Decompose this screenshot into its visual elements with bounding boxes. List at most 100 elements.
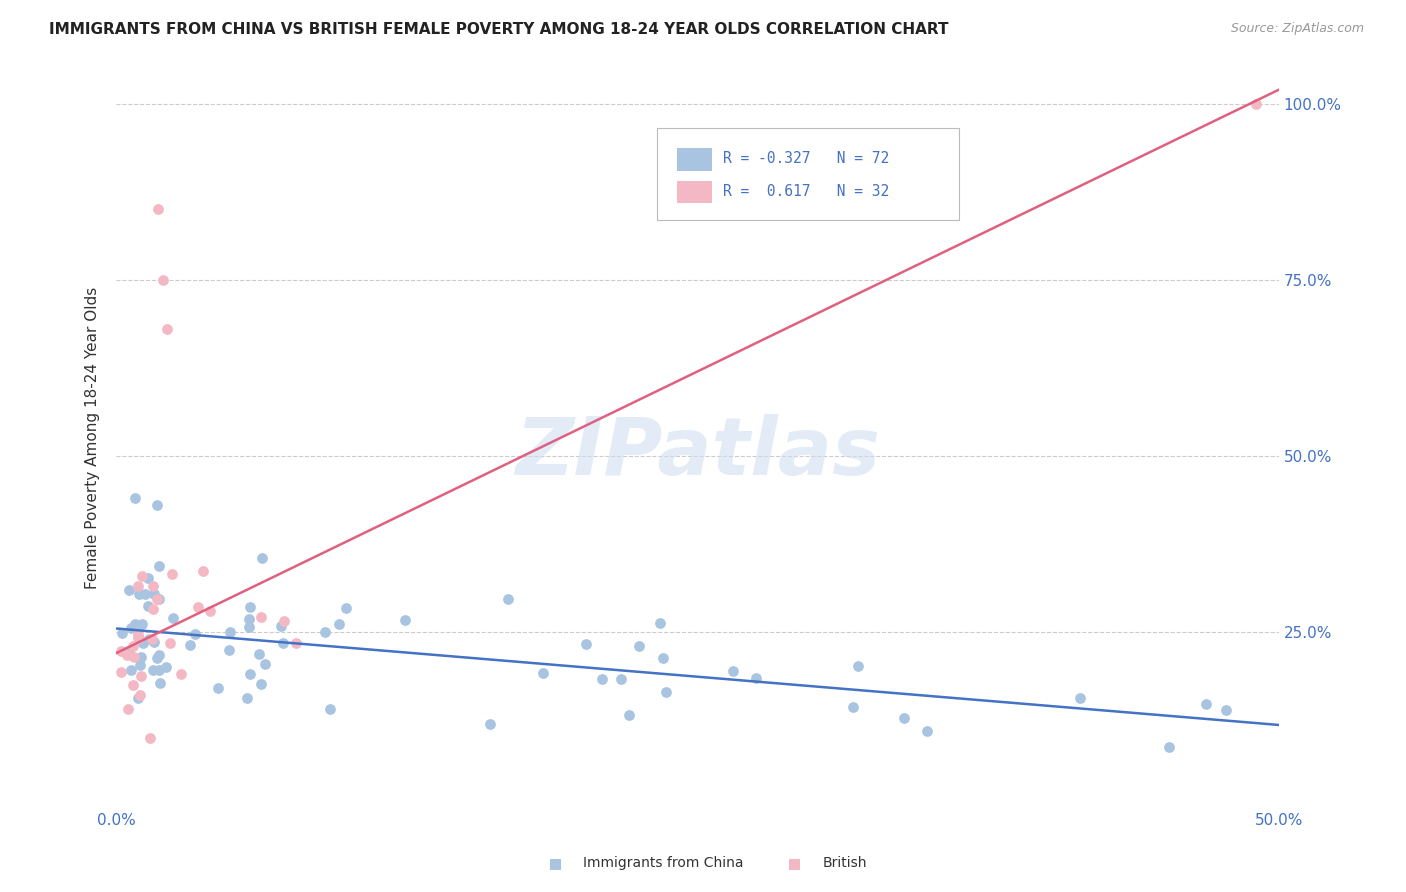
Point: [146, 498, 169, 512]
Point: [628, 639, 651, 653]
Point: [122, 649, 145, 664]
Point: [134, 587, 156, 601]
Point: [132, 636, 155, 650]
Bar: [676, 148, 711, 170]
Point: [128, 587, 150, 601]
Point: [575, 637, 598, 651]
Point: [238, 620, 260, 634]
Point: [250, 551, 273, 566]
Point: [198, 604, 221, 618]
Y-axis label: Female Poverty Among 18-24 Year Olds: Female Poverty Among 18-24 Year Olds: [86, 287, 100, 590]
Point: [110, 665, 132, 680]
Point: [1244, 96, 1267, 111]
Point: [319, 702, 342, 716]
Point: [125, 618, 148, 632]
Point: [335, 601, 357, 615]
Text: British: British: [823, 856, 868, 871]
Point: [120, 621, 142, 635]
Text: ZIPatlas: ZIPatlas: [515, 414, 880, 492]
Point: [136, 572, 159, 586]
Text: R =  0.617   N = 32: R = 0.617 N = 32: [723, 184, 890, 199]
Point: [148, 648, 170, 663]
Point: [136, 599, 159, 613]
Point: [479, 716, 502, 731]
Point: [285, 636, 308, 650]
Point: [148, 592, 170, 607]
Point: [124, 617, 146, 632]
Point: [253, 657, 276, 672]
Point: [841, 700, 863, 714]
Point: [249, 610, 271, 624]
Point: [142, 602, 165, 616]
Point: [239, 599, 262, 614]
Point: [110, 643, 132, 657]
Point: [394, 613, 416, 627]
Text: ▪: ▪: [787, 854, 801, 873]
Point: [138, 632, 160, 646]
Point: [160, 566, 183, 581]
Point: [1194, 697, 1216, 711]
Point: [218, 643, 240, 657]
Point: [127, 690, 149, 705]
Point: [238, 612, 260, 626]
Point: [207, 681, 229, 695]
Point: [496, 591, 519, 606]
Point: [131, 568, 153, 582]
Point: [117, 702, 139, 716]
Point: [170, 666, 193, 681]
Point: [848, 659, 870, 673]
Point: [235, 691, 257, 706]
Point: [149, 676, 172, 690]
Point: [273, 614, 295, 628]
Point: [238, 667, 260, 681]
Point: [249, 676, 271, 690]
Point: [122, 678, 145, 692]
Point: [141, 632, 163, 646]
Point: [531, 665, 554, 680]
Point: [1069, 691, 1091, 706]
Point: [1157, 740, 1180, 755]
Point: [129, 658, 152, 673]
Point: [122, 639, 145, 653]
Point: [138, 731, 160, 745]
Point: [648, 615, 671, 630]
Point: [129, 650, 152, 665]
Point: [146, 651, 169, 665]
Point: [721, 664, 744, 678]
Point: [115, 648, 138, 662]
Text: ▪: ▪: [548, 854, 562, 873]
Point: [142, 579, 165, 593]
Point: [152, 273, 174, 287]
Point: [915, 723, 938, 738]
Point: [328, 617, 350, 632]
Point: [117, 644, 139, 658]
Point: [155, 660, 177, 674]
Point: [156, 322, 179, 336]
Point: [218, 625, 240, 640]
Point: [159, 636, 181, 650]
Point: [610, 672, 633, 686]
Text: IMMIGRANTS FROM CHINA VS BRITISH FEMALE POVERTY AMONG 18-24 YEAR OLDS CORRELATIO: IMMIGRANTS FROM CHINA VS BRITISH FEMALE …: [49, 22, 949, 37]
Point: [127, 579, 149, 593]
Text: Source: ZipAtlas.com: Source: ZipAtlas.com: [1230, 22, 1364, 36]
Point: [162, 611, 184, 625]
Point: [247, 647, 270, 661]
Point: [128, 689, 150, 703]
Point: [127, 631, 149, 645]
Point: [127, 628, 149, 642]
Text: R = -0.327   N = 72: R = -0.327 N = 72: [723, 152, 890, 166]
Point: [143, 634, 166, 648]
Point: [111, 626, 134, 640]
Point: [745, 671, 768, 685]
Bar: [676, 181, 711, 203]
Point: [183, 627, 205, 641]
FancyBboxPatch shape: [657, 128, 959, 220]
Point: [148, 558, 170, 573]
Point: [1215, 703, 1237, 717]
Point: [187, 600, 209, 615]
Point: [142, 663, 165, 677]
Point: [129, 669, 152, 683]
Point: [124, 491, 146, 505]
Point: [118, 582, 141, 597]
Point: [654, 684, 676, 698]
